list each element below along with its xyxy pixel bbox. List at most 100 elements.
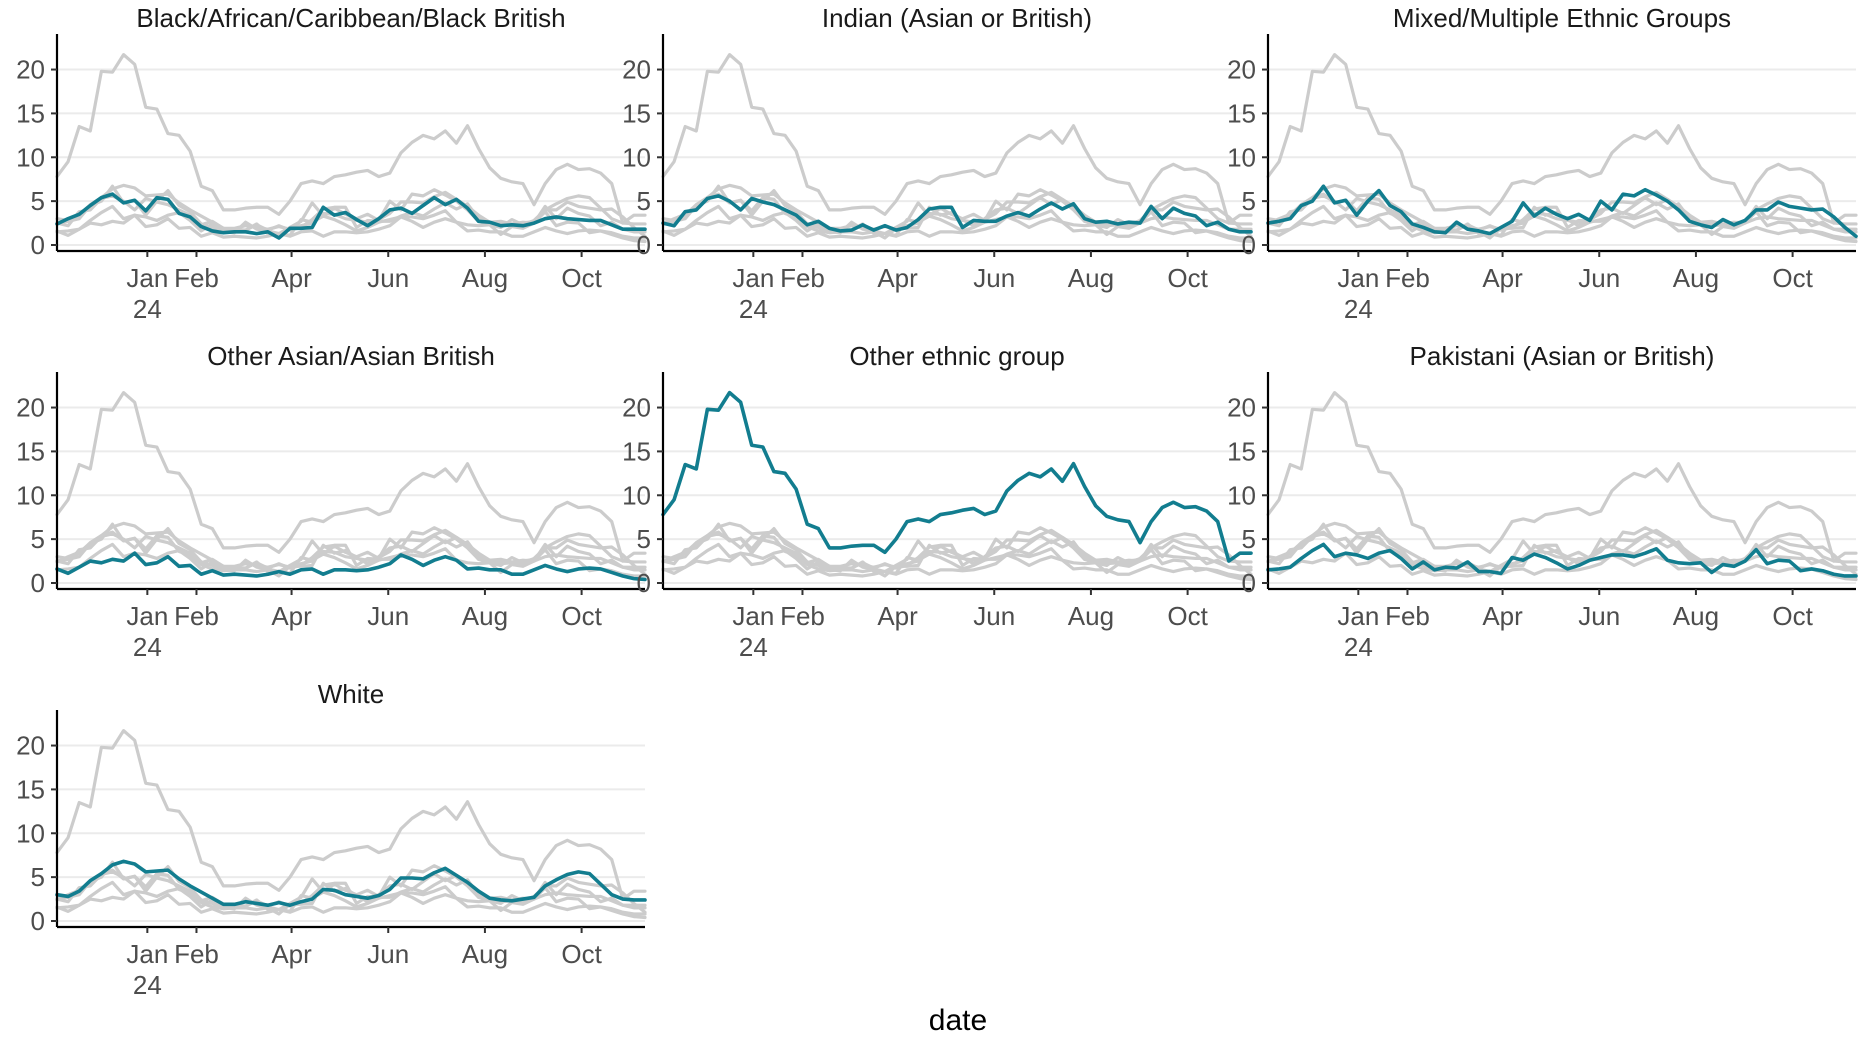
y-tick-label: 20 [622, 393, 651, 423]
y-tick-label: 10 [16, 480, 45, 510]
y-tick-label: 15 [1227, 98, 1256, 128]
x-tick-label: Jan [126, 939, 168, 969]
highlighted-series-line [661, 194, 1253, 234]
background-series-line [661, 551, 1253, 582]
x-tick-label: Jan [126, 263, 168, 293]
background-series-line [661, 213, 1253, 244]
x-tick-label: Jun [367, 601, 409, 631]
background-series-line [55, 53, 647, 225]
x-tick-label: Feb [780, 601, 825, 631]
y-tick-label: 15 [16, 98, 45, 128]
x-tick-label: Aug [462, 939, 508, 969]
background-series-line [661, 542, 1253, 578]
background-series-line [55, 183, 647, 231]
y-tick-label: 5 [637, 524, 651, 554]
background-series-line [55, 729, 647, 901]
background-series-line [1266, 204, 1858, 240]
y-tick-label: 5 [637, 186, 651, 216]
x-tick-label: Apr [877, 263, 918, 293]
x-tick-label: Jun [1578, 601, 1620, 631]
background-series-line [1266, 391, 1858, 563]
background-series-line [661, 521, 1253, 569]
background-series-line [55, 391, 647, 563]
y-tick-label: 5 [31, 186, 45, 216]
x-tick-label: Feb [174, 263, 219, 293]
highlighted-series-line [55, 192, 647, 240]
x-tick-sublabel: 24 [739, 294, 768, 324]
x-tick-sublabel: 24 [1344, 632, 1373, 662]
y-tick-label: 0 [31, 230, 45, 260]
x-axis-title: date [929, 1004, 987, 1037]
background-series-line [55, 204, 647, 240]
y-tick-label: 5 [31, 862, 45, 892]
x-tick-label: Oct [1167, 263, 1208, 293]
x-tick-label: Oct [1772, 601, 1813, 631]
x-tick-label: Jun [367, 939, 409, 969]
y-tick-label: 0 [637, 568, 651, 598]
background-series-line [55, 213, 647, 244]
panel-title: White [318, 679, 384, 709]
background-series-line [55, 521, 647, 569]
x-tick-sublabel: 24 [1344, 294, 1373, 324]
x-tick-label: Apr [271, 939, 312, 969]
y-tick-label: 5 [31, 524, 45, 554]
x-tick-label: Feb [174, 939, 219, 969]
background-series-line [1266, 521, 1858, 569]
x-tick-sublabel: 24 [133, 970, 162, 1000]
y-tick-label: 20 [622, 55, 651, 85]
x-tick-label: Apr [877, 601, 918, 631]
x-tick-label: Jan [732, 601, 774, 631]
background-series-line [1266, 53, 1858, 225]
background-series-line [661, 53, 1253, 225]
x-tick-sublabel: 24 [133, 294, 162, 324]
x-tick-label: Jan [1337, 601, 1379, 631]
panel-1: Black/African/Caribbean/Black British 0 5 1… [16, 3, 647, 324]
y-tick-label: 20 [1227, 393, 1256, 423]
y-tick-label: 10 [622, 480, 651, 510]
background-series-line [661, 183, 1253, 231]
background-series-line [1266, 551, 1858, 582]
x-tick-label: Oct [1772, 263, 1813, 293]
background-series-line [55, 542, 647, 578]
x-tick-label: Aug [1673, 263, 1719, 293]
x-tick-label: Oct [561, 263, 602, 293]
x-tick-label: Apr [1482, 263, 1523, 293]
x-tick-label: Apr [1482, 601, 1523, 631]
x-tick-label: Feb [1385, 263, 1430, 293]
panel-title: Black/African/Caribbean/Black British [136, 3, 565, 33]
x-tick-label: Jun [973, 263, 1015, 293]
x-tick-label: Feb [174, 601, 219, 631]
y-tick-label: 0 [1242, 568, 1256, 598]
y-tick-label: 10 [1227, 480, 1256, 510]
x-tick-label: Apr [271, 263, 312, 293]
background-series-line [1266, 183, 1858, 231]
y-tick-label: 5 [1242, 186, 1256, 216]
y-tick-label: 20 [1227, 55, 1256, 85]
y-tick-label: 20 [16, 731, 45, 761]
x-tick-label: Oct [561, 601, 602, 631]
x-tick-label: Aug [1068, 263, 1114, 293]
x-tick-label: Oct [561, 939, 602, 969]
background-series-line [55, 880, 647, 916]
highlighted-series-line [1266, 542, 1858, 578]
x-tick-sublabel: 24 [133, 632, 162, 662]
x-tick-label: Apr [271, 601, 312, 631]
panel-title: Pakistani (Asian or British) [1410, 341, 1715, 371]
y-tick-label: 10 [16, 142, 45, 172]
y-tick-label: 15 [16, 774, 45, 804]
y-tick-label: 15 [16, 436, 45, 466]
highlighted-series-line [1266, 184, 1858, 239]
panel-title: Indian (Asian or British) [822, 3, 1092, 33]
x-tick-label: Jan [732, 263, 774, 293]
x-tick-label: Jan [1337, 263, 1379, 293]
panel-title: Other Asian/Asian British [207, 341, 495, 371]
x-tick-label: Jan [126, 601, 168, 631]
x-tick-label: Jun [367, 263, 409, 293]
x-tick-label: Feb [1385, 601, 1430, 631]
x-tick-label: Aug [1068, 601, 1114, 631]
x-tick-label: Aug [462, 263, 508, 293]
